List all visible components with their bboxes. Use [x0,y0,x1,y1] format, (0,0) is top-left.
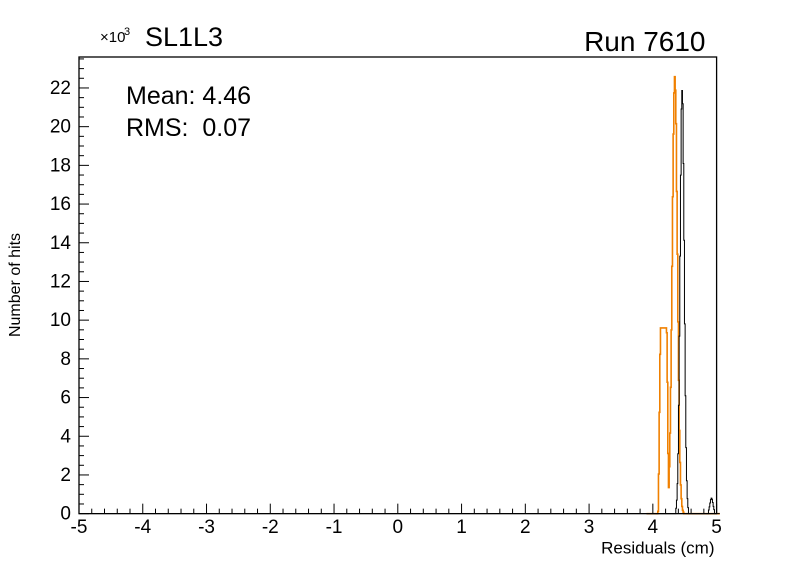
svg-text:3: 3 [124,26,130,38]
svg-text:2: 2 [520,517,531,538]
svg-text:4: 4 [60,426,71,447]
svg-text:-4: -4 [134,517,151,538]
svg-text:0: 0 [60,504,71,525]
svg-text:22: 22 [50,78,71,99]
svg-text:18: 18 [50,155,71,176]
svg-text:1: 1 [456,517,467,538]
svg-text:0: 0 [393,517,404,538]
svg-text:14: 14 [50,233,72,254]
svg-text:-1: -1 [326,517,343,538]
svg-text:-3: -3 [198,517,215,538]
svg-text:4: 4 [648,517,659,538]
svg-text:Run 7610: Run 7610 [584,26,705,57]
svg-text:Residuals (cm): Residuals (cm) [601,539,714,558]
svg-text:20: 20 [50,117,71,138]
svg-text:Mean: 4.46: Mean: 4.46 [126,82,251,110]
svg-text:×10: ×10 [100,29,125,46]
svg-text:3: 3 [584,517,595,538]
svg-text:RMS: 0.07: RMS: 0.07 [126,114,251,142]
svg-text:8: 8 [60,349,71,370]
svg-text:Number of hits: Number of hits [7,233,24,337]
svg-text:16: 16 [50,194,71,215]
svg-text:6: 6 [60,388,71,409]
svg-text:5: 5 [711,517,722,538]
svg-text:10: 10 [50,310,71,331]
svg-text:2: 2 [60,465,71,486]
svg-text:SL1L3: SL1L3 [145,22,223,52]
svg-text:-2: -2 [262,517,279,538]
svg-text:-5: -5 [71,517,88,538]
svg-text:12: 12 [50,271,71,292]
